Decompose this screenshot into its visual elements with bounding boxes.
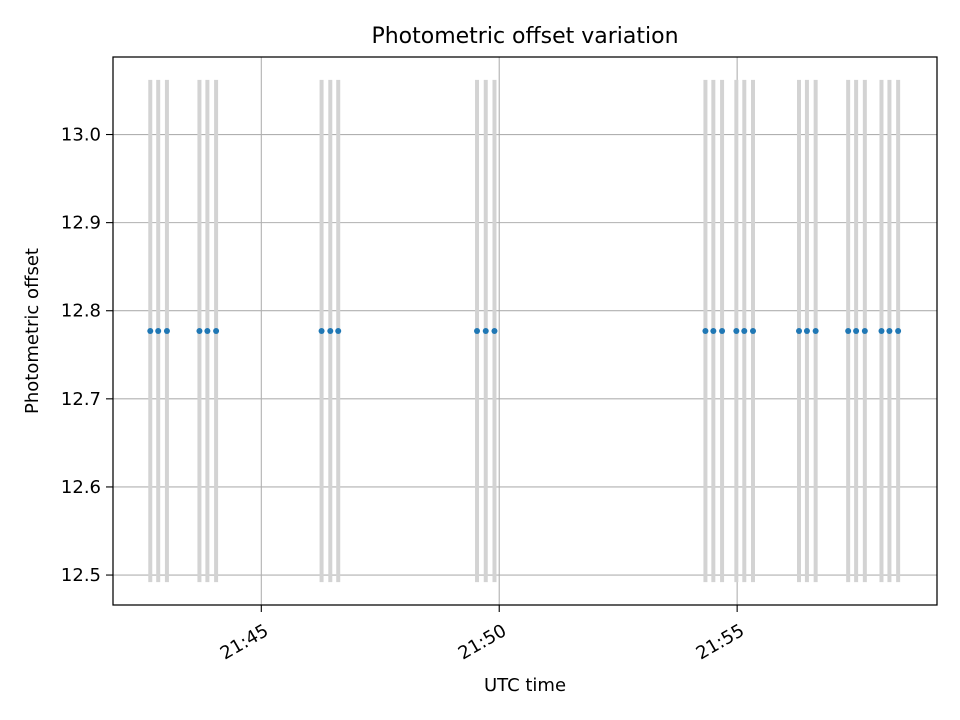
data-point	[318, 328, 325, 334]
y-tick-label: 13.0	[61, 125, 101, 146]
chart-title: Photometric offset variation	[371, 24, 678, 49]
y-tick-label: 12.9	[61, 213, 101, 234]
data-point	[895, 328, 902, 334]
data-point	[796, 328, 803, 334]
data-point	[886, 328, 893, 334]
y-tick-label: 12.5	[61, 565, 101, 586]
x-axis-label: UTC time	[484, 675, 566, 696]
data-point	[491, 328, 498, 334]
data-point	[482, 328, 489, 334]
data-point	[861, 328, 868, 334]
data-point	[853, 328, 860, 334]
y-tick-label: 12.8	[61, 301, 101, 322]
data-point	[741, 328, 748, 334]
data-points	[147, 328, 902, 334]
data-point	[702, 328, 709, 334]
data-point	[335, 328, 342, 334]
data-point	[474, 328, 481, 334]
y-tick-label: 12.6	[61, 477, 101, 498]
data-point	[327, 328, 334, 334]
data-point	[710, 328, 717, 334]
data-point	[750, 328, 757, 334]
data-point	[719, 328, 726, 334]
y-tick-label: 12.7	[61, 389, 101, 410]
data-point	[878, 328, 885, 334]
plot-frame	[112, 56, 938, 606]
y-axis-label: Photometric offset	[22, 248, 43, 414]
y-axis-ticks: 12.5 12.6 12.7 12.8 12.9 13.0	[61, 125, 113, 586]
data-point	[845, 328, 852, 334]
data-point	[196, 328, 203, 334]
data-point	[163, 328, 170, 334]
data-point	[155, 328, 162, 334]
data-point	[733, 328, 740, 334]
data-point	[204, 328, 211, 334]
data-point	[213, 328, 220, 334]
data-point	[147, 328, 154, 334]
data-point	[803, 328, 810, 334]
data-point	[812, 328, 819, 334]
